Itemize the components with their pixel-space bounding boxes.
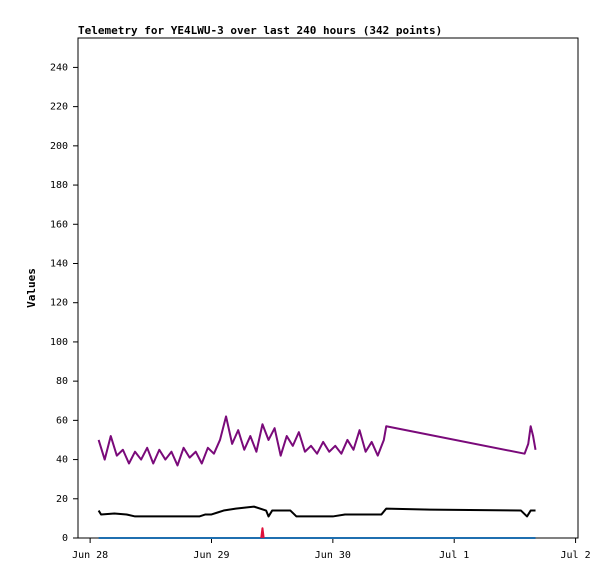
y-tick-label: 40	[56, 455, 68, 466]
x-tick-label: Jul 1	[439, 550, 469, 561]
y-tick-label: 220	[50, 102, 68, 113]
y-tick-label: 160	[50, 219, 68, 230]
y-tick-label: 180	[50, 180, 68, 191]
y-tick-label: 80	[56, 376, 68, 387]
y-tick-label: 240	[50, 62, 68, 73]
y-axis-label: Values	[25, 268, 38, 308]
y-tick-label: 200	[50, 141, 68, 152]
x-tick-label: Jun 29	[193, 550, 229, 561]
y-tick-label: 120	[50, 298, 68, 309]
series-line	[97, 415, 537, 467]
chart-title: Telemetry for YE4LWU-3 over last 240 hou…	[78, 24, 442, 37]
series-line	[260, 527, 265, 539]
y-tick-label: 60	[56, 415, 68, 426]
x-tick-label: Jun 30	[315, 550, 351, 561]
y-tick-label: 100	[50, 337, 68, 348]
y-tick-label: 0	[62, 533, 68, 544]
x-tick-label: Jun 28	[72, 550, 108, 561]
series-line	[97, 505, 536, 518]
y-tick-label: 140	[50, 258, 68, 269]
x-tick-label: Jul 2	[561, 550, 591, 561]
y-tick-label: 20	[56, 494, 68, 505]
